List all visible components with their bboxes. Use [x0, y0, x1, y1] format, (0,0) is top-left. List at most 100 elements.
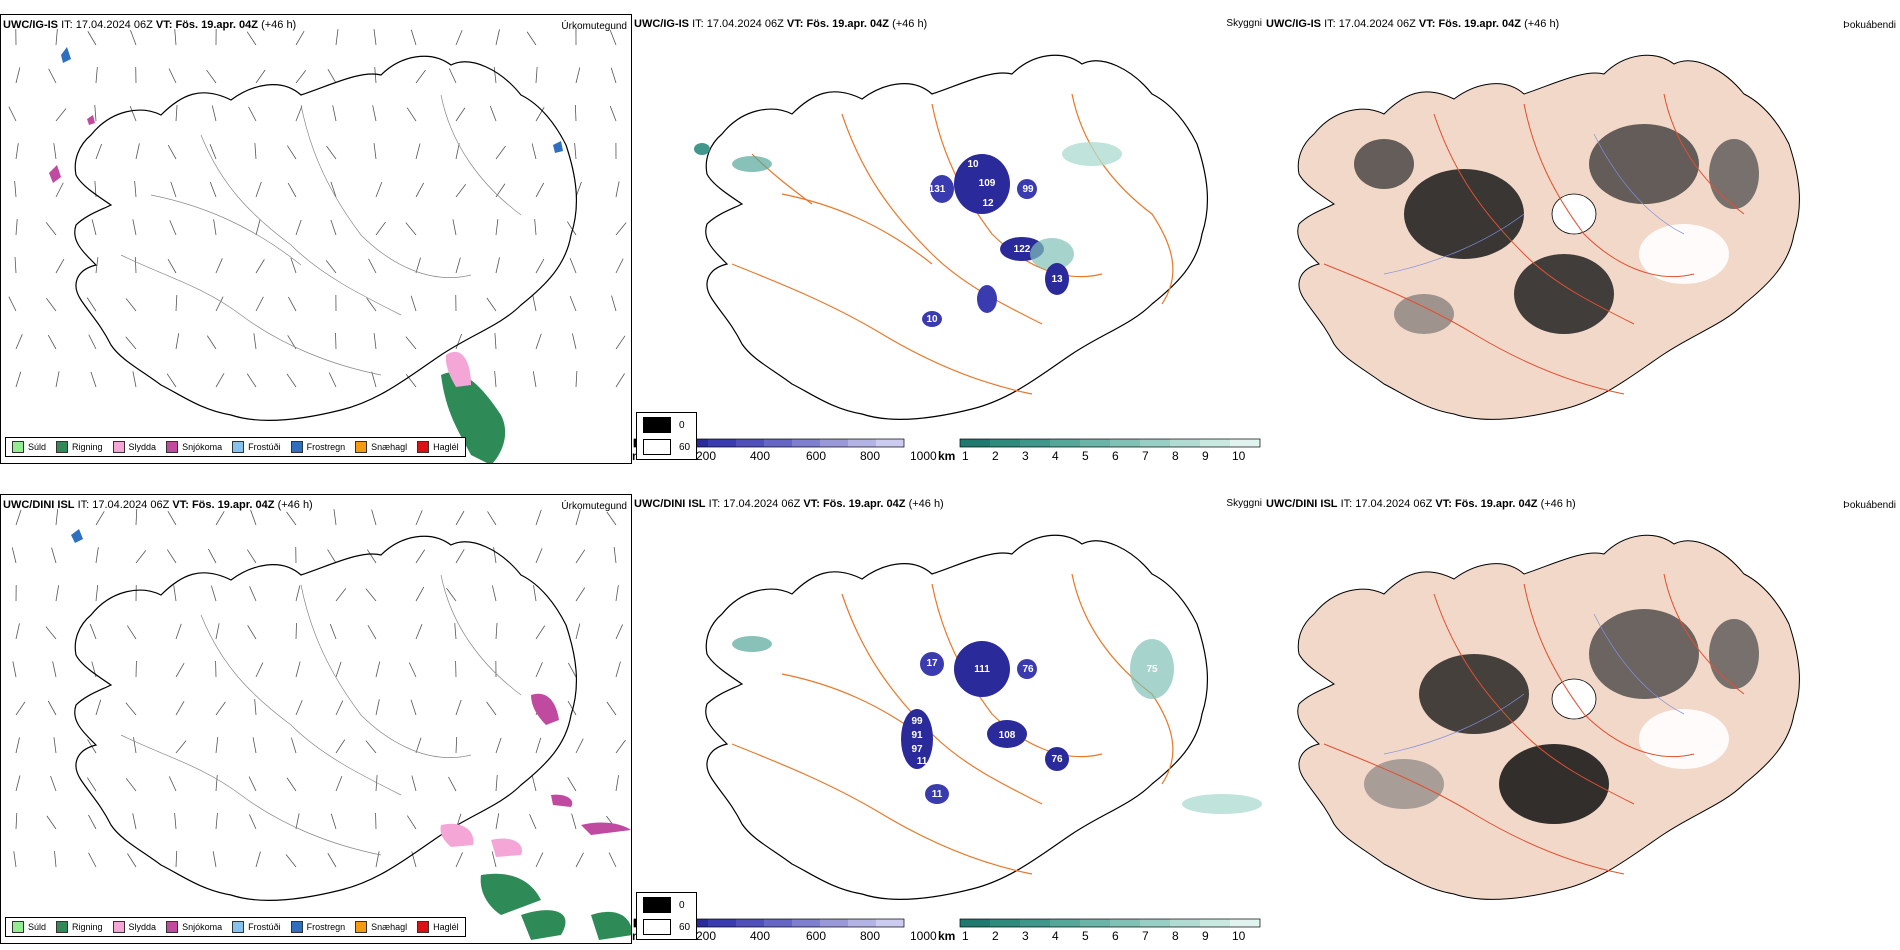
- wind-barb: [448, 68, 457, 84]
- wind-barb: [495, 219, 499, 236]
- wind-barb: [335, 739, 346, 754]
- wind-barb: [487, 511, 497, 526]
- wind-barb: [175, 740, 187, 754]
- wind-barb: [166, 373, 177, 388]
- wind-barb: [615, 585, 619, 602]
- wind-barb: [535, 107, 545, 122]
- wind-barb: [46, 815, 57, 830]
- wind-barb: [55, 509, 59, 526]
- roads: [120, 574, 522, 856]
- fog-legend-item: 60: [643, 919, 690, 935]
- iceland-coastline: [74, 535, 578, 902]
- wind-barb: [575, 371, 578, 388]
- legend-swatch: [417, 441, 430, 453]
- iceland-landmass: [1297, 534, 1800, 900]
- wind-barb: [95, 257, 99, 274]
- wind-barb: [329, 623, 337, 640]
- legend-label: Rigning: [72, 922, 103, 932]
- precip-areas: [71, 529, 631, 940]
- wind-barb: [173, 585, 177, 602]
- wind-barb: [55, 371, 60, 388]
- wind-barb: [295, 661, 301, 678]
- wind-barb: [365, 740, 377, 754]
- legend-item: Súld: [12, 921, 46, 933]
- roads: [731, 573, 1174, 875]
- wind-barb: [285, 854, 297, 868]
- wind-barb: [327, 549, 337, 564]
- value-label: 11: [917, 756, 928, 767]
- wind-barb: [15, 219, 18, 236]
- wind-barb: [330, 813, 337, 830]
- wind-barb: [175, 850, 178, 868]
- precip-type-legend: Súld Rigning Slydda Snjókoma Frostúði Fr…: [5, 437, 466, 457]
- wind-barb: [95, 511, 105, 526]
- wind-barb: [335, 588, 347, 602]
- wind-barb: [215, 623, 220, 640]
- wind-barb: [127, 625, 137, 640]
- tick-label: 200: [696, 449, 716, 463]
- wind-barb: [215, 701, 226, 716]
- value-label: 75: [1146, 664, 1158, 675]
- wind-barb: [375, 775, 378, 792]
- legend-swatch: [417, 921, 430, 933]
- wind-barb: [50, 775, 57, 792]
- fog-label: 60: [679, 921, 691, 933]
- wind-barb: [255, 219, 261, 236]
- wind-barb: [535, 625, 546, 640]
- wind-barb: [89, 623, 97, 640]
- wind-barb: [295, 700, 303, 716]
- value-label: 109: [979, 178, 996, 189]
- wind-barb: [615, 775, 619, 792]
- wind-barb: [46, 297, 57, 312]
- legend-swatch: [290, 441, 303, 453]
- value-label: 122: [1014, 244, 1031, 255]
- wind-barb: [255, 296, 264, 312]
- panel-title: UWC/IG-IS IT: 17.04.2024 06Z VT: Fös. 19…: [3, 19, 297, 31]
- rivers: [1383, 613, 1685, 755]
- wind-barb: [371, 509, 377, 526]
- tick-label: 1: [962, 929, 969, 943]
- legend-label: Frostregn: [306, 922, 346, 932]
- wind-barb: [486, 297, 497, 312]
- wind-barb: [88, 814, 97, 830]
- wind-barb: [209, 144, 217, 160]
- legend-label: Súld: [28, 922, 47, 932]
- wind-barb: [335, 29, 339, 46]
- legend-label: Súld: [28, 442, 47, 452]
- wind-barb: [175, 295, 178, 312]
- wind-barb: [95, 143, 103, 160]
- wind-barb: [168, 776, 177, 792]
- wind-barb: [250, 509, 257, 526]
- wind-barb: [332, 105, 337, 122]
- legend-label: Snjókoma: [182, 922, 223, 932]
- wind-barb: [135, 508, 138, 526]
- wind-barb: [15, 67, 21, 84]
- wind-barb: [295, 585, 301, 602]
- tick-label: 6: [1112, 929, 1119, 943]
- panel-corner-label: Skyggni: [1226, 498, 1262, 509]
- value-label: 97: [911, 744, 923, 755]
- wind-barb: [249, 814, 257, 830]
- wind-barb: [373, 29, 377, 46]
- wind-barb: [125, 298, 137, 312]
- wind-barb: [535, 509, 542, 526]
- tick-label: 800: [860, 449, 880, 463]
- legend-swatch: [12, 441, 24, 453]
- wind-barb: [410, 29, 417, 46]
- wind-barb: [534, 219, 537, 236]
- unit-label: km: [938, 449, 955, 463]
- wind-barb: [410, 699, 417, 716]
- legend-label: Frostregn: [306, 442, 346, 452]
- wind-barb: [215, 737, 219, 754]
- tick-label: 10: [1232, 929, 1246, 943]
- wind-barb: [326, 145, 337, 160]
- wind-barb: [415, 549, 426, 564]
- wind-barb: [206, 335, 217, 350]
- wind-barb: [11, 547, 17, 564]
- unit-label: km: [938, 929, 955, 943]
- wind-barb: [14, 257, 17, 274]
- wind-barb: [615, 335, 626, 350]
- wind-barb: [411, 775, 417, 792]
- wind-barb: [330, 219, 337, 236]
- wind-barb: [372, 105, 377, 122]
